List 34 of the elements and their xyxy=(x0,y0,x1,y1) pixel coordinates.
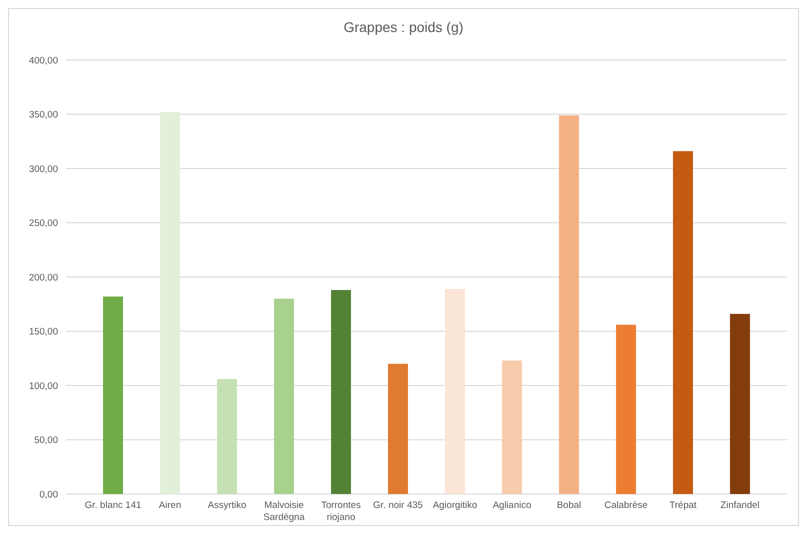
bar xyxy=(274,298,294,494)
x-tick-label: Bobal xyxy=(556,500,582,511)
x-tick-label: Assyrtiko xyxy=(208,500,246,511)
x-tick-label: Aglianico xyxy=(492,500,532,511)
bar xyxy=(730,314,750,494)
y-tick-label: 50,00 xyxy=(34,435,58,446)
y-tick-label: 300,00 xyxy=(28,164,58,175)
x-tick-label: Malvoisie Sardégna xyxy=(263,500,306,523)
y-tick-label: 150,00 xyxy=(28,326,58,338)
y-tick-label: 100,00 xyxy=(28,380,58,392)
y-tick-label: 0,00 xyxy=(40,489,58,500)
bar xyxy=(673,151,693,494)
bar xyxy=(388,364,408,494)
bar xyxy=(160,112,180,494)
x-tick-label: Agiorgitiko xyxy=(432,500,478,511)
x-tick-label: Torrontes riojano xyxy=(321,500,362,523)
bar xyxy=(559,115,579,494)
bar xyxy=(103,296,123,494)
y-tick-label: 250,00 xyxy=(28,218,58,230)
bar xyxy=(217,378,237,494)
bar xyxy=(502,360,522,494)
bar xyxy=(616,324,636,494)
x-tick-label: Calabrèse xyxy=(604,500,648,511)
bar xyxy=(331,290,351,494)
x-tick-label: Airen xyxy=(158,500,182,511)
y-tick-label: 200,00 xyxy=(28,272,58,284)
x-tick-label: Trépat xyxy=(669,500,697,511)
y-tick-label: 350,00 xyxy=(28,110,58,121)
chart-title: Grappes : poids (g) xyxy=(344,19,464,35)
y-tick-label: 400,00 xyxy=(28,55,58,66)
x-tick-label: Zinfandel xyxy=(720,500,760,511)
x-tick-label: Gr. noir 435 xyxy=(373,500,423,511)
x-tick-label: Gr. blanc 141 xyxy=(84,500,142,511)
bar xyxy=(445,288,465,494)
